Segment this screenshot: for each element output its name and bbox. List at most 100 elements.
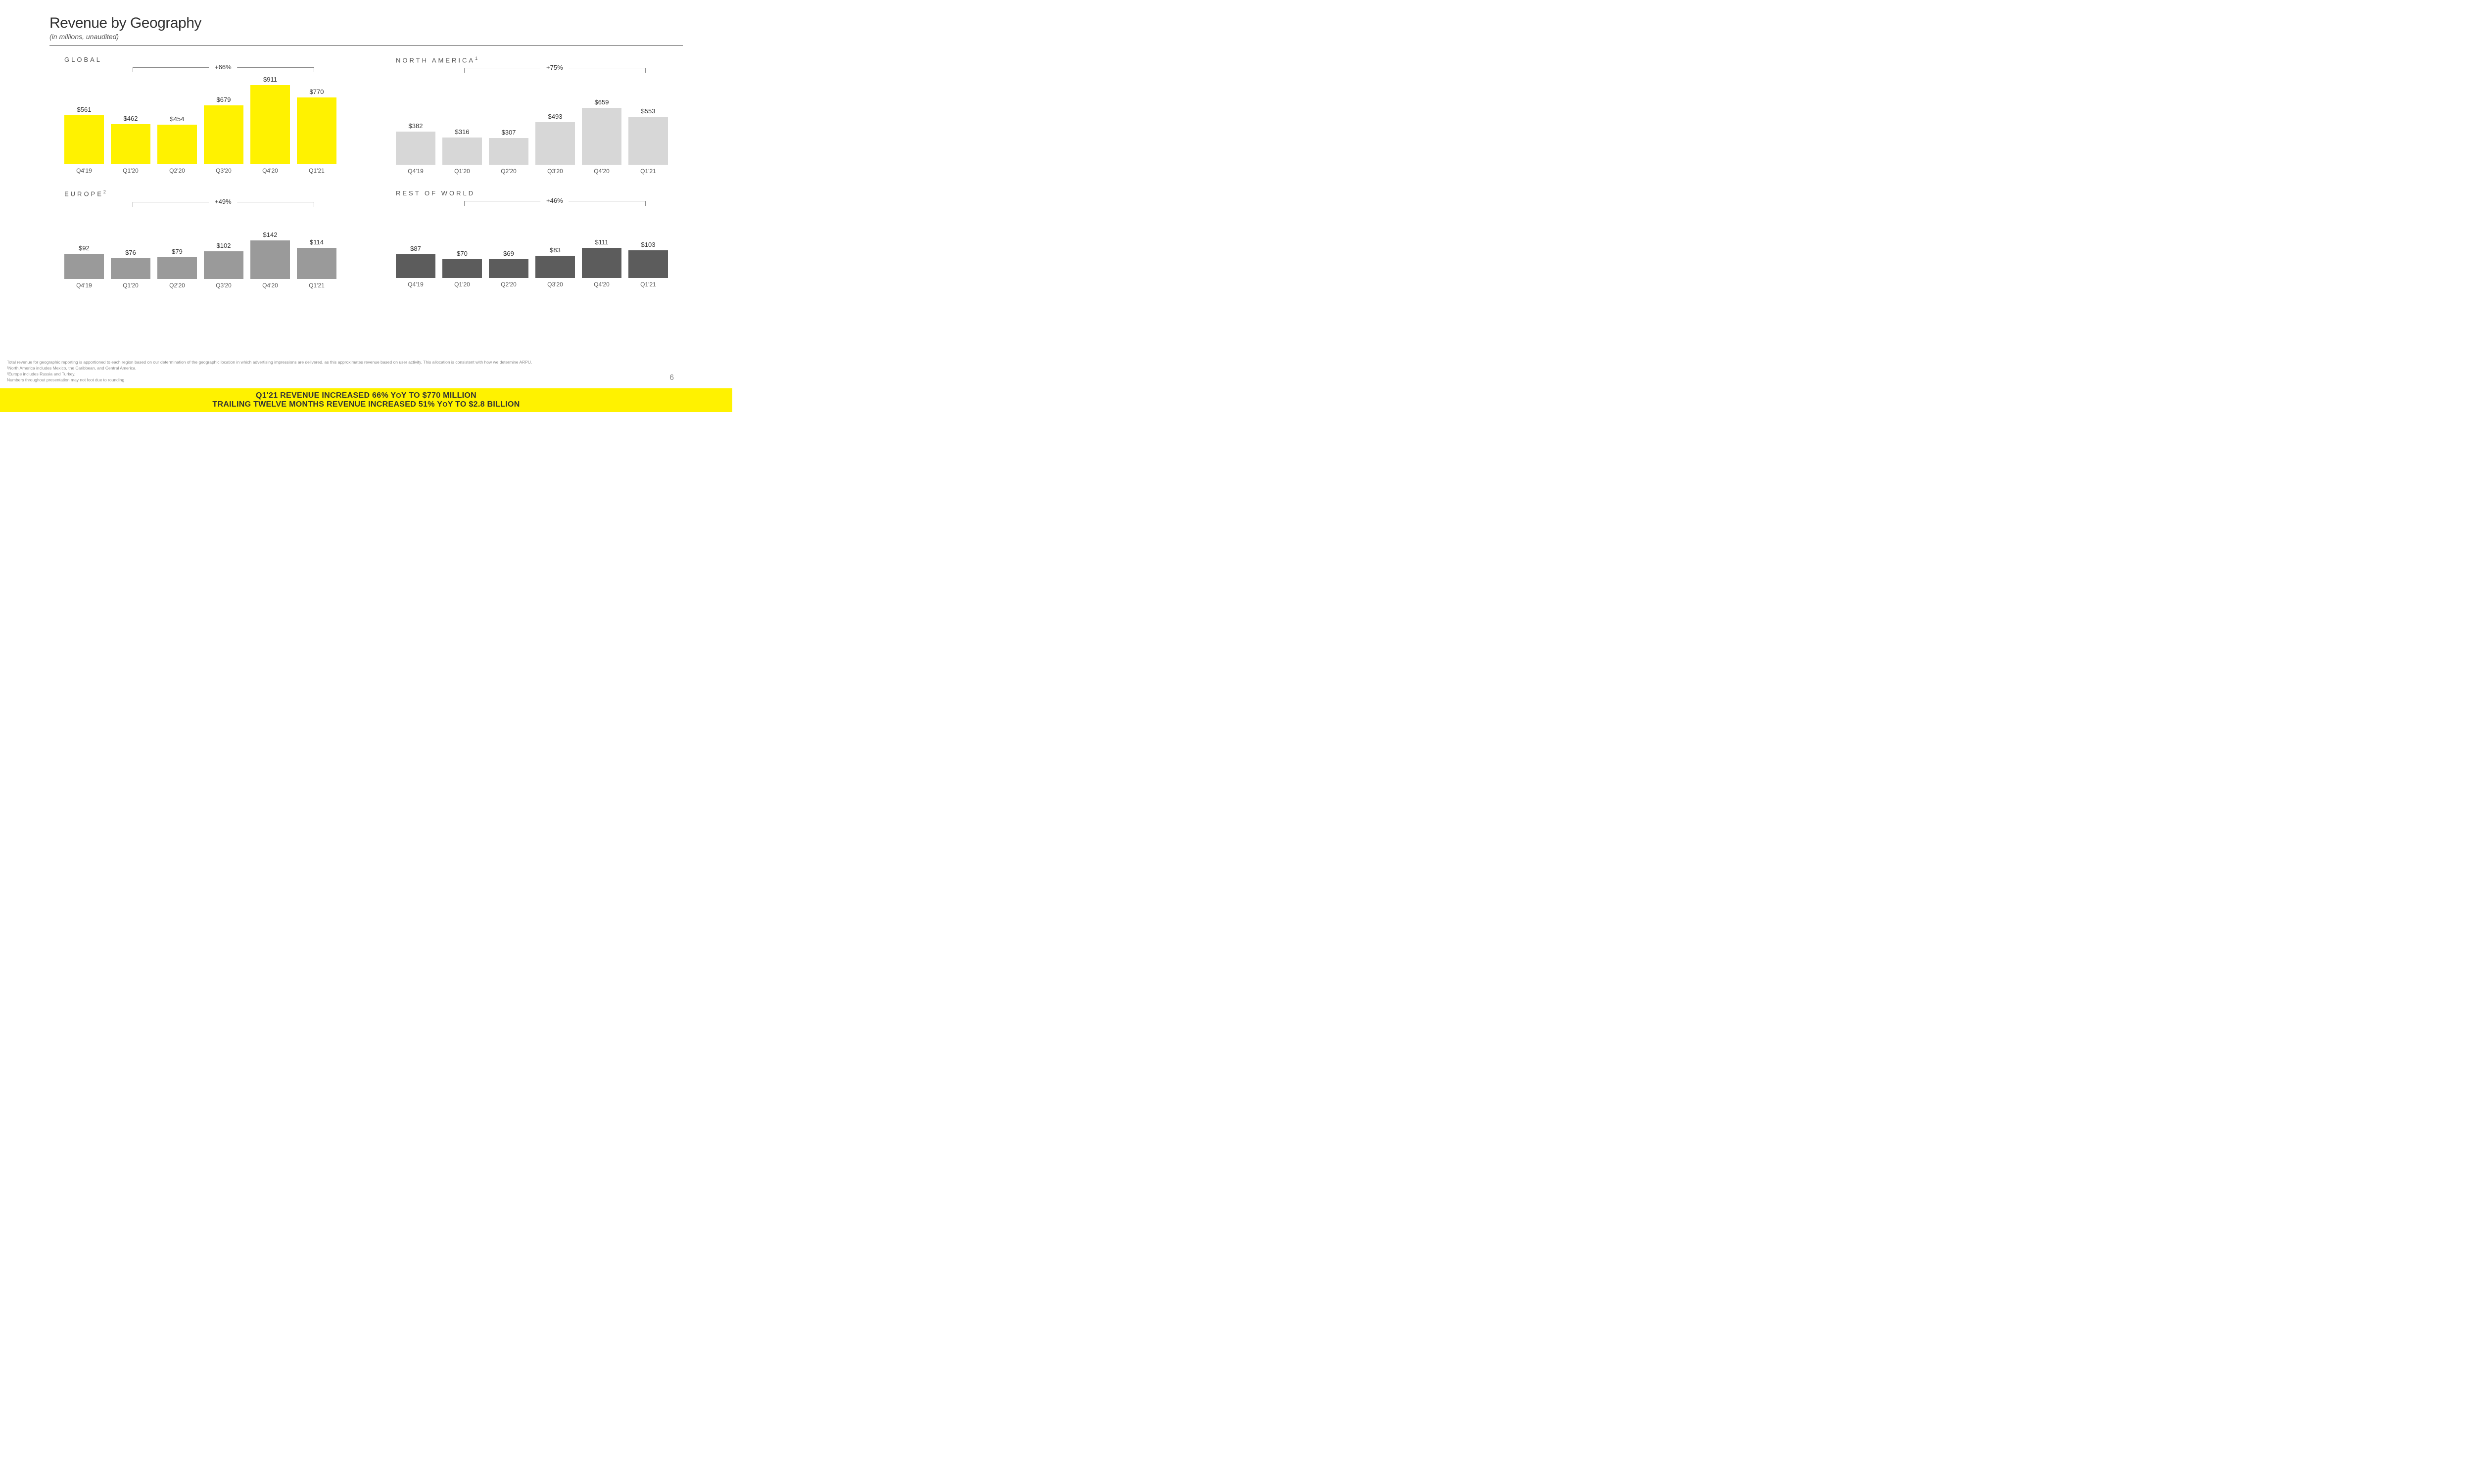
bar-column: $462 — [111, 115, 150, 164]
bar-value-label: $76 — [125, 249, 136, 256]
bar-column: $553 — [628, 107, 668, 165]
chart-row: REST OF WORLD+46%$87$70$69$83$111$103Q4'… — [396, 189, 668, 308]
x-axis-labels: Q4'19Q1'20Q2'20Q3'20Q4'20Q1'21 — [396, 168, 668, 175]
growth-label: +46% — [540, 197, 569, 204]
x-axis-labels: Q4'19Q1'20Q2'20Q3'20Q4'20Q1'21 — [396, 281, 668, 288]
x-label: Q2'20 — [489, 281, 528, 288]
x-label: Q2'20 — [157, 167, 197, 174]
bar-column: $911 — [250, 76, 290, 164]
bar — [157, 125, 197, 164]
bars-area: $561$462$454$679$911$770 — [64, 80, 336, 164]
bar-value-label: $679 — [217, 96, 231, 103]
bar-value-label: $69 — [503, 250, 514, 257]
growth-label: +49% — [209, 198, 238, 205]
bar-column: $83 — [535, 246, 575, 278]
growth-bracket: +49% — [64, 202, 336, 214]
x-label: Q4'20 — [250, 167, 290, 174]
bar-value-label: $493 — [548, 113, 563, 120]
x-label: Q3'20 — [204, 282, 243, 289]
bar — [628, 250, 668, 278]
bar-value-label: $142 — [263, 231, 278, 238]
bar-value-label: $87 — [410, 245, 421, 252]
x-axis-labels: Q4'19Q1'20Q2'20Q3'20Q4'20Q1'21 — [64, 282, 336, 289]
bar — [111, 124, 150, 164]
bar-value-label: $92 — [79, 244, 90, 252]
bar-column: $307 — [489, 129, 528, 165]
footnotes: Total revenue for geographic reporting i… — [7, 360, 683, 383]
chart-title: NORTH AMERICA1 — [396, 56, 668, 64]
bar-column: $92 — [64, 244, 104, 279]
bar-column: $659 — [582, 98, 621, 165]
footnote-line: ¹North America includes Mexico, the Cari… — [7, 366, 683, 371]
chart-global: GLOBAL+66%$561$462$454$679$911$770Q4'19Q… — [64, 56, 336, 175]
chart-title: EUROPE2 — [64, 189, 336, 197]
bar — [204, 251, 243, 279]
x-label: Q1'21 — [297, 167, 336, 174]
bar — [64, 254, 104, 279]
bar-column: $87 — [396, 245, 435, 278]
bar — [489, 259, 528, 278]
banner-line-2: TRAILING TWELVE MONTHS REVENUE INCREASED… — [212, 400, 520, 409]
page-subtitle: (in millions, unaudited) — [49, 33, 683, 41]
x-label: Q4'20 — [582, 168, 621, 175]
bar-value-label: $111 — [595, 238, 609, 246]
bar-value-label: $83 — [550, 246, 561, 254]
x-label: Q1'20 — [111, 282, 150, 289]
bar-column: $316 — [442, 128, 482, 165]
bar-column: $679 — [204, 96, 243, 164]
bar-value-label: $462 — [124, 115, 138, 122]
bar-value-label: $102 — [217, 242, 231, 249]
bar — [250, 240, 290, 279]
bar-column: $770 — [297, 88, 336, 164]
x-label: Q4'19 — [64, 167, 104, 174]
bar — [250, 85, 290, 164]
bar — [157, 257, 197, 278]
x-label: Q4'19 — [396, 168, 435, 175]
x-label: Q4'20 — [250, 282, 290, 289]
bar-column: $111 — [582, 238, 621, 278]
bar-value-label: $103 — [641, 241, 656, 248]
bar-value-label: $553 — [641, 107, 656, 115]
chart-eu: EUROPE2+49%$92$76$79$102$142$114Q4'19Q1'… — [64, 189, 336, 308]
x-label: Q1'21 — [628, 168, 668, 175]
bar-value-label: $454 — [170, 115, 185, 123]
x-label: Q3'20 — [535, 281, 575, 288]
x-label: Q4'20 — [582, 281, 621, 288]
bar-value-label: $382 — [409, 122, 423, 130]
bar — [582, 248, 621, 278]
x-label: Q1'20 — [111, 167, 150, 174]
bar — [297, 248, 336, 279]
bar — [297, 97, 336, 164]
bar — [442, 138, 482, 165]
growth-bracket: +46% — [396, 201, 668, 213]
x-label: Q4'19 — [64, 282, 104, 289]
bar-column: $70 — [442, 250, 482, 278]
footnote-line: Numbers throughout presentation may not … — [7, 377, 683, 383]
bar-value-label: $770 — [310, 88, 324, 95]
x-label: Q1'21 — [297, 282, 336, 289]
bar-column: $454 — [157, 115, 197, 164]
bar-value-label: $659 — [595, 98, 609, 106]
x-label: Q3'20 — [204, 167, 243, 174]
bar — [64, 115, 104, 164]
bars-area: $92$76$79$102$142$114 — [64, 215, 336, 279]
bar-column: $76 — [111, 249, 150, 279]
bar-column: $142 — [250, 231, 290, 279]
bar — [396, 132, 435, 165]
bar-value-label: $307 — [502, 129, 516, 136]
x-axis-labels: Q4'19 Q1'20 Q2'20 Q3'20 Q4'20 Q1'21 — [64, 167, 336, 174]
bar-column: $493 — [535, 113, 575, 165]
footnote-line: Total revenue for geographic reporting i… — [7, 360, 683, 366]
bar-column: $102 — [204, 242, 243, 279]
charts-grid: GLOBAL+66%$561$462$454$679$911$770Q4'19Q… — [49, 56, 683, 309]
bar-column: $561 — [64, 106, 104, 164]
bar — [204, 105, 243, 164]
bars-area: $87 $70 $69 $83 $111 $103 — [396, 214, 668, 278]
x-label: Q1'20 — [442, 281, 482, 288]
bar-value-label: $316 — [455, 128, 470, 136]
x-label: Q3'20 — [535, 168, 575, 175]
slide-content: Revenue by Geography (in millions, unaud… — [0, 0, 732, 309]
bar — [535, 256, 575, 278]
bar-column: $69 — [489, 250, 528, 278]
bar-column: $103 — [628, 241, 668, 278]
